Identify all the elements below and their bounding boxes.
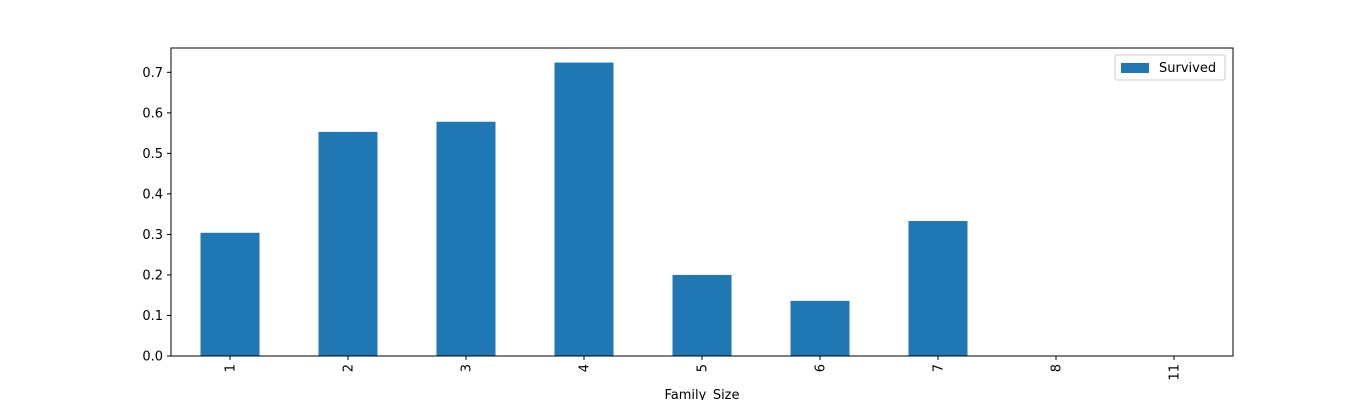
bar-5	[672, 274, 732, 356]
bar-4	[554, 62, 614, 356]
x-tick-label: 5	[696, 364, 711, 372]
y-axis-ticks: 0.0 0.1 0.2 0.3 0.4 0.5 0.6 0.7	[142, 66, 171, 365]
bar-7	[908, 221, 968, 356]
x-tick-label: 1	[224, 364, 239, 372]
y-tick-label: 0.4	[142, 187, 163, 202]
x-axis-label: Family_Size	[664, 388, 739, 400]
legend-label-survived: Survived	[1159, 61, 1216, 76]
x-axis-ticks: 1 2 3 4 5 6 7 8 11	[224, 356, 1183, 381]
y-tick-label: 0.2	[142, 268, 163, 283]
y-tick-label: 0.6	[142, 106, 163, 121]
y-tick-label: 0.0	[142, 350, 163, 365]
x-tick-label: 6	[814, 364, 829, 372]
bars-group	[200, 62, 968, 356]
x-tick-label: 7	[932, 364, 947, 372]
y-tick-label: 0.1	[142, 309, 163, 324]
y-tick-label: 0.5	[142, 147, 163, 162]
legend-swatch-survived	[1121, 63, 1149, 73]
x-tick-label: 2	[342, 364, 357, 372]
x-tick-label: 4	[578, 364, 593, 372]
legend-box	[1114, 54, 1226, 81]
y-tick-label: 0.3	[142, 228, 163, 243]
x-tick-label: 3	[460, 364, 475, 372]
bar-3	[436, 121, 496, 356]
x-tick-label: 11	[1168, 364, 1183, 381]
x-tick-label: 8	[1050, 364, 1065, 372]
y-tick-label: 0.7	[142, 66, 163, 81]
bar-6	[790, 300, 850, 356]
legend: Survived	[1114, 54, 1226, 81]
bar-1	[200, 232, 260, 356]
bar-2	[318, 131, 378, 356]
plot-frame	[170, 47, 1234, 357]
